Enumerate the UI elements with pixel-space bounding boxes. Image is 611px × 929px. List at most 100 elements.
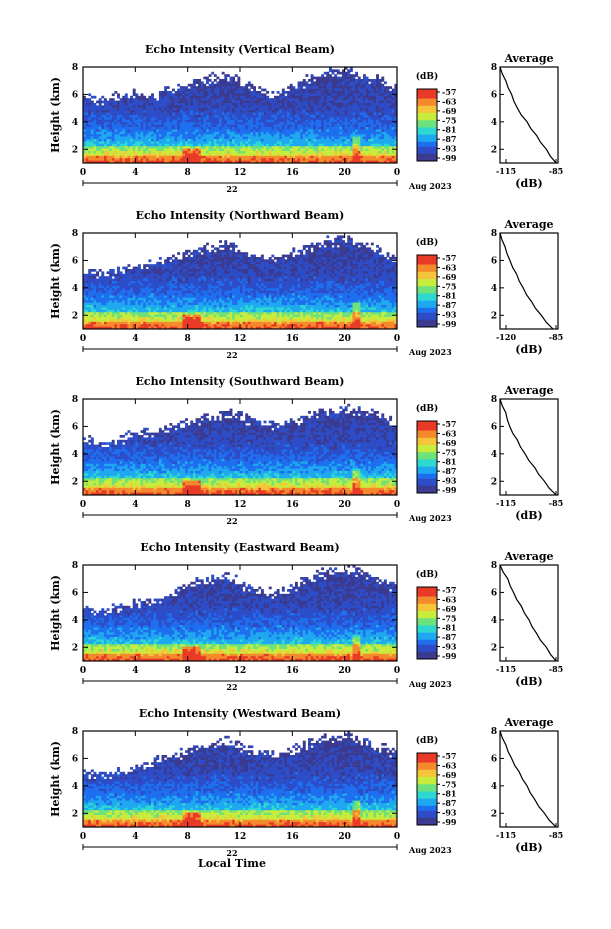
heatmap-cell (318, 81, 322, 85)
heatmap-cell (287, 141, 291, 145)
heatmap-cell (135, 269, 139, 272)
heatmap-cell (122, 95, 126, 99)
heatmap-cell (179, 271, 183, 275)
heatmap-cell (137, 278, 141, 282)
heatmap-cell (357, 107, 361, 111)
heatmap-cell (135, 129, 139, 133)
heatmap-cell (355, 131, 359, 135)
heatmap-cell (90, 148, 94, 152)
colorbar-tick-label: -75 (442, 115, 456, 125)
heatmap-cell (190, 115, 194, 118)
heatmap-cell (266, 115, 270, 118)
heatmap-cell (250, 158, 254, 161)
heatmap-cell (352, 76, 356, 80)
heatmap-cell (378, 139, 382, 142)
heatmap-cell (140, 110, 144, 113)
heatmap-cell (119, 283, 123, 287)
heatmap-cell (376, 131, 379, 135)
heatmap-cell (182, 143, 186, 147)
heatmap-cell (365, 158, 369, 161)
heatmap-cell (177, 252, 181, 255)
colorbar-segment (417, 98, 437, 102)
heatmap-cell (111, 151, 115, 154)
heatmap-cell (365, 122, 369, 125)
heatmap-cell (96, 302, 99, 306)
heatmap-cell (198, 81, 202, 85)
heatmap-cell (132, 302, 136, 306)
heatmap-cell (132, 110, 136, 113)
heatmap-cell (234, 141, 238, 145)
heatmap-cell (334, 122, 338, 125)
heatmap-cell (161, 302, 165, 306)
heatmap-cell (310, 103, 314, 106)
heatmap-cell (308, 103, 311, 106)
heatmap-cell (164, 295, 168, 299)
colorbar-segment (417, 149, 437, 152)
heatmap-cell (315, 107, 319, 111)
heatmap-cell (224, 83, 228, 87)
heatmap-cell (219, 103, 222, 106)
heatmap-cell (205, 158, 209, 161)
heatmap-cell (93, 309, 97, 313)
heatmap-cell (166, 86, 170, 89)
heatmap-cell (103, 122, 107, 125)
heatmap-cell (357, 95, 361, 99)
heatmap-cell (313, 153, 317, 157)
heatmap-cell (321, 110, 325, 113)
heatmap-cell (106, 107, 110, 111)
heatmap-cell (187, 98, 191, 101)
heatmap-cell (253, 95, 256, 99)
heatmap-cell (310, 86, 314, 89)
heatmap-cell (297, 129, 301, 133)
heatmap-cell (331, 122, 335, 125)
heatmap-cell (213, 129, 217, 133)
heatmap-cell (179, 98, 183, 101)
heatmap-cell (302, 103, 306, 106)
heatmap-cell (221, 100, 225, 104)
x-tick-label: 8 (185, 168, 191, 178)
heatmap-cell (98, 153, 102, 157)
heatmap-cell (232, 83, 236, 87)
heatmap-cell (137, 283, 141, 287)
heatmap-cell (182, 276, 186, 279)
heatmap-cell (143, 281, 147, 284)
heatmap-cell (169, 305, 173, 308)
heatmap-cell (195, 107, 199, 111)
heatmap-cell (224, 136, 228, 140)
heatmap-cell (245, 158, 249, 161)
heatmap-cell (140, 103, 144, 106)
heatmap-cell (161, 153, 165, 157)
heatmap-cell (216, 155, 220, 159)
heatmap-cell (208, 136, 212, 140)
heatmap-cell (300, 103, 304, 106)
heatmap-cell (166, 117, 170, 121)
heatmap-cell (391, 158, 395, 161)
heatmap-cell (195, 93, 199, 97)
heatmap-cell (373, 136, 377, 140)
heatmap-cell (211, 112, 215, 116)
heatmap-cell (391, 95, 395, 99)
heatmap-cell (85, 151, 89, 154)
heatmap-cell (370, 119, 374, 123)
heatmap-cell (376, 74, 379, 77)
heatmap-cell (96, 155, 99, 159)
heatmap-cell (153, 293, 157, 296)
heatmap-cell (349, 148, 353, 152)
heatmap-cell (352, 119, 356, 123)
heatmap-cell (284, 136, 288, 140)
heatmap-cell (109, 155, 113, 159)
heatmap-cell (268, 110, 272, 113)
heatmap-cell (135, 105, 139, 109)
heatmap-cell (253, 103, 256, 106)
heatmap-cell (93, 278, 97, 282)
heatmap-cell (135, 155, 139, 159)
heatmap-cell (237, 86, 241, 89)
heatmap-cell (302, 151, 306, 154)
heatmap-cell (137, 139, 141, 142)
heatmap-cell (310, 115, 314, 118)
heatmap-cell (258, 103, 262, 106)
heatmap-cell (321, 146, 325, 149)
heatmap-cell (271, 112, 275, 116)
heatmap-cell (360, 136, 364, 140)
heatmap-cell (148, 131, 152, 135)
